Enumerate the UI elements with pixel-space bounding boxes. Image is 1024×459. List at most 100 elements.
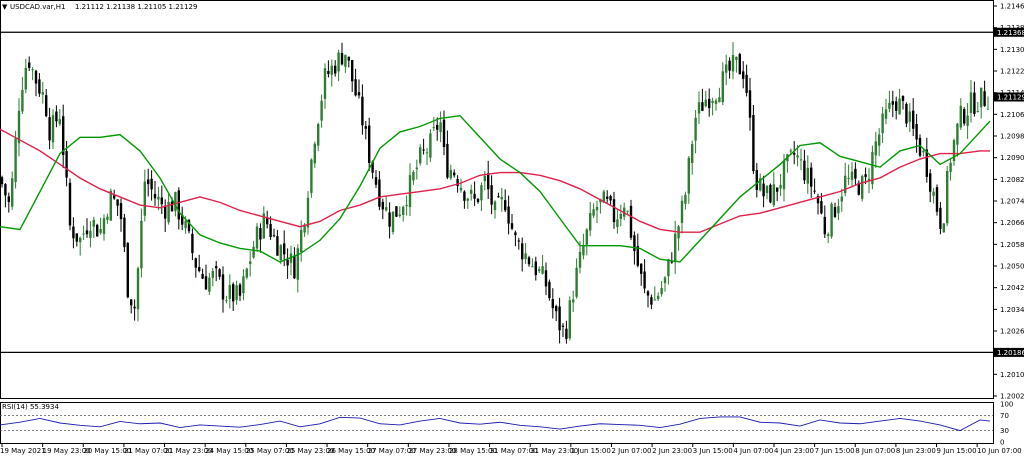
candle-body — [507, 206, 510, 224]
candle-body — [864, 174, 867, 178]
candle-body — [609, 196, 612, 201]
candle-body — [215, 266, 218, 269]
candle-body — [371, 161, 374, 173]
candle-body — [453, 172, 456, 176]
candle-body — [619, 213, 622, 219]
candle-body — [966, 115, 969, 126]
candle-body — [408, 175, 412, 208]
candle-body — [534, 261, 537, 276]
candle-body — [198, 267, 201, 271]
candle-body — [731, 54, 735, 72]
time-tick-label: 26 May 15:00 — [327, 447, 375, 455]
candle-body — [871, 152, 874, 185]
price-tag-label: 1.21129 — [997, 94, 1024, 102]
candle-body — [905, 103, 908, 124]
header-triangle-icon[interactable]: ▼ — [2, 3, 8, 11]
moving-average-fast-line — [0, 114, 991, 263]
candle-body — [347, 56, 350, 61]
candle-body — [514, 232, 517, 236]
price-tags: 1.21368 1.21129 1.20186 — [994, 27, 1024, 357]
candle-body — [633, 235, 636, 252]
candle-body — [898, 98, 901, 115]
candle-body — [674, 233, 677, 263]
candle-body — [140, 220, 143, 269]
candle-body — [456, 178, 459, 187]
candle-body — [721, 71, 724, 103]
candle-body — [823, 216, 826, 235]
candle-body — [164, 205, 167, 219]
candle-body — [75, 233, 78, 242]
candle-body — [548, 281, 551, 299]
candle-body — [582, 245, 585, 256]
candle-body — [694, 117, 697, 141]
candle-body — [527, 257, 531, 265]
candle-body — [772, 184, 775, 206]
candle-body — [300, 229, 303, 253]
candle-body — [745, 74, 748, 93]
time-tick-label: 4 Jun 07:00 — [733, 447, 773, 455]
candle-body — [939, 207, 942, 229]
candle-body — [106, 216, 109, 220]
candle-body — [748, 90, 752, 118]
rsi-tick-label: 30 — [1000, 427, 1009, 435]
candle-body — [150, 178, 153, 190]
price-tick-label: 1.20105 — [1000, 371, 1024, 379]
time-tick-label: 25 May 07:00 — [246, 447, 294, 455]
candle-body — [351, 60, 354, 82]
candle-body — [310, 159, 313, 193]
candle-body — [589, 213, 592, 231]
candle-body — [752, 115, 755, 172]
candle-body — [85, 230, 89, 235]
candle-body — [102, 218, 106, 234]
candle-body — [170, 201, 174, 212]
candle-body — [670, 261, 673, 263]
candle-body — [759, 178, 762, 191]
candle-body — [697, 102, 701, 114]
time-tick-label: 21 May 07:00 — [124, 447, 172, 455]
candle-body — [334, 65, 337, 74]
candle-body — [881, 113, 884, 134]
candle-body — [419, 147, 422, 164]
candle-body — [92, 219, 95, 227]
candle-body — [538, 269, 541, 272]
candle-body — [626, 210, 629, 212]
candle-body — [0, 177, 4, 185]
candle-body — [68, 182, 72, 226]
time-tick-label: 27 May 07:00 — [368, 447, 416, 455]
time-tick-label: 31 May 23:00 — [530, 447, 578, 455]
price-tick-label: 1.20345 — [1000, 306, 1024, 314]
candle-body — [327, 70, 330, 75]
chart-header: ▼ USDCAD.var,H1 1.21112 1.21138 1.21105 … — [2, 3, 197, 11]
candle-body — [21, 89, 24, 112]
candle-body — [99, 229, 102, 233]
candle-body — [840, 196, 843, 202]
candle-body — [405, 204, 408, 207]
candle-body — [490, 185, 493, 205]
time-tick-label: 8 Jun 07:00 — [855, 447, 895, 455]
candle-body — [932, 191, 935, 196]
candle-body — [820, 201, 823, 214]
candle-body — [153, 193, 157, 199]
candle-body — [221, 274, 225, 300]
candle-body — [184, 220, 187, 229]
candle-body — [946, 171, 949, 224]
candle-body — [959, 105, 962, 128]
price-tick-label: 1.21305 — [1000, 46, 1024, 54]
candle-body — [374, 177, 378, 185]
candle-body — [983, 91, 986, 106]
candle-body — [976, 111, 979, 113]
candle-body — [31, 69, 34, 71]
candle-body — [364, 126, 367, 129]
candle-body — [483, 175, 486, 182]
candle-body — [320, 100, 323, 121]
time-tick-label: 4 Jun 23:00 — [774, 447, 814, 455]
candle-body — [459, 187, 463, 191]
candle-body — [422, 149, 425, 151]
candle-body — [194, 258, 197, 268]
candle-body — [711, 100, 714, 104]
candle-body — [143, 181, 146, 216]
candle-body — [473, 193, 476, 199]
candle-body — [470, 189, 473, 194]
